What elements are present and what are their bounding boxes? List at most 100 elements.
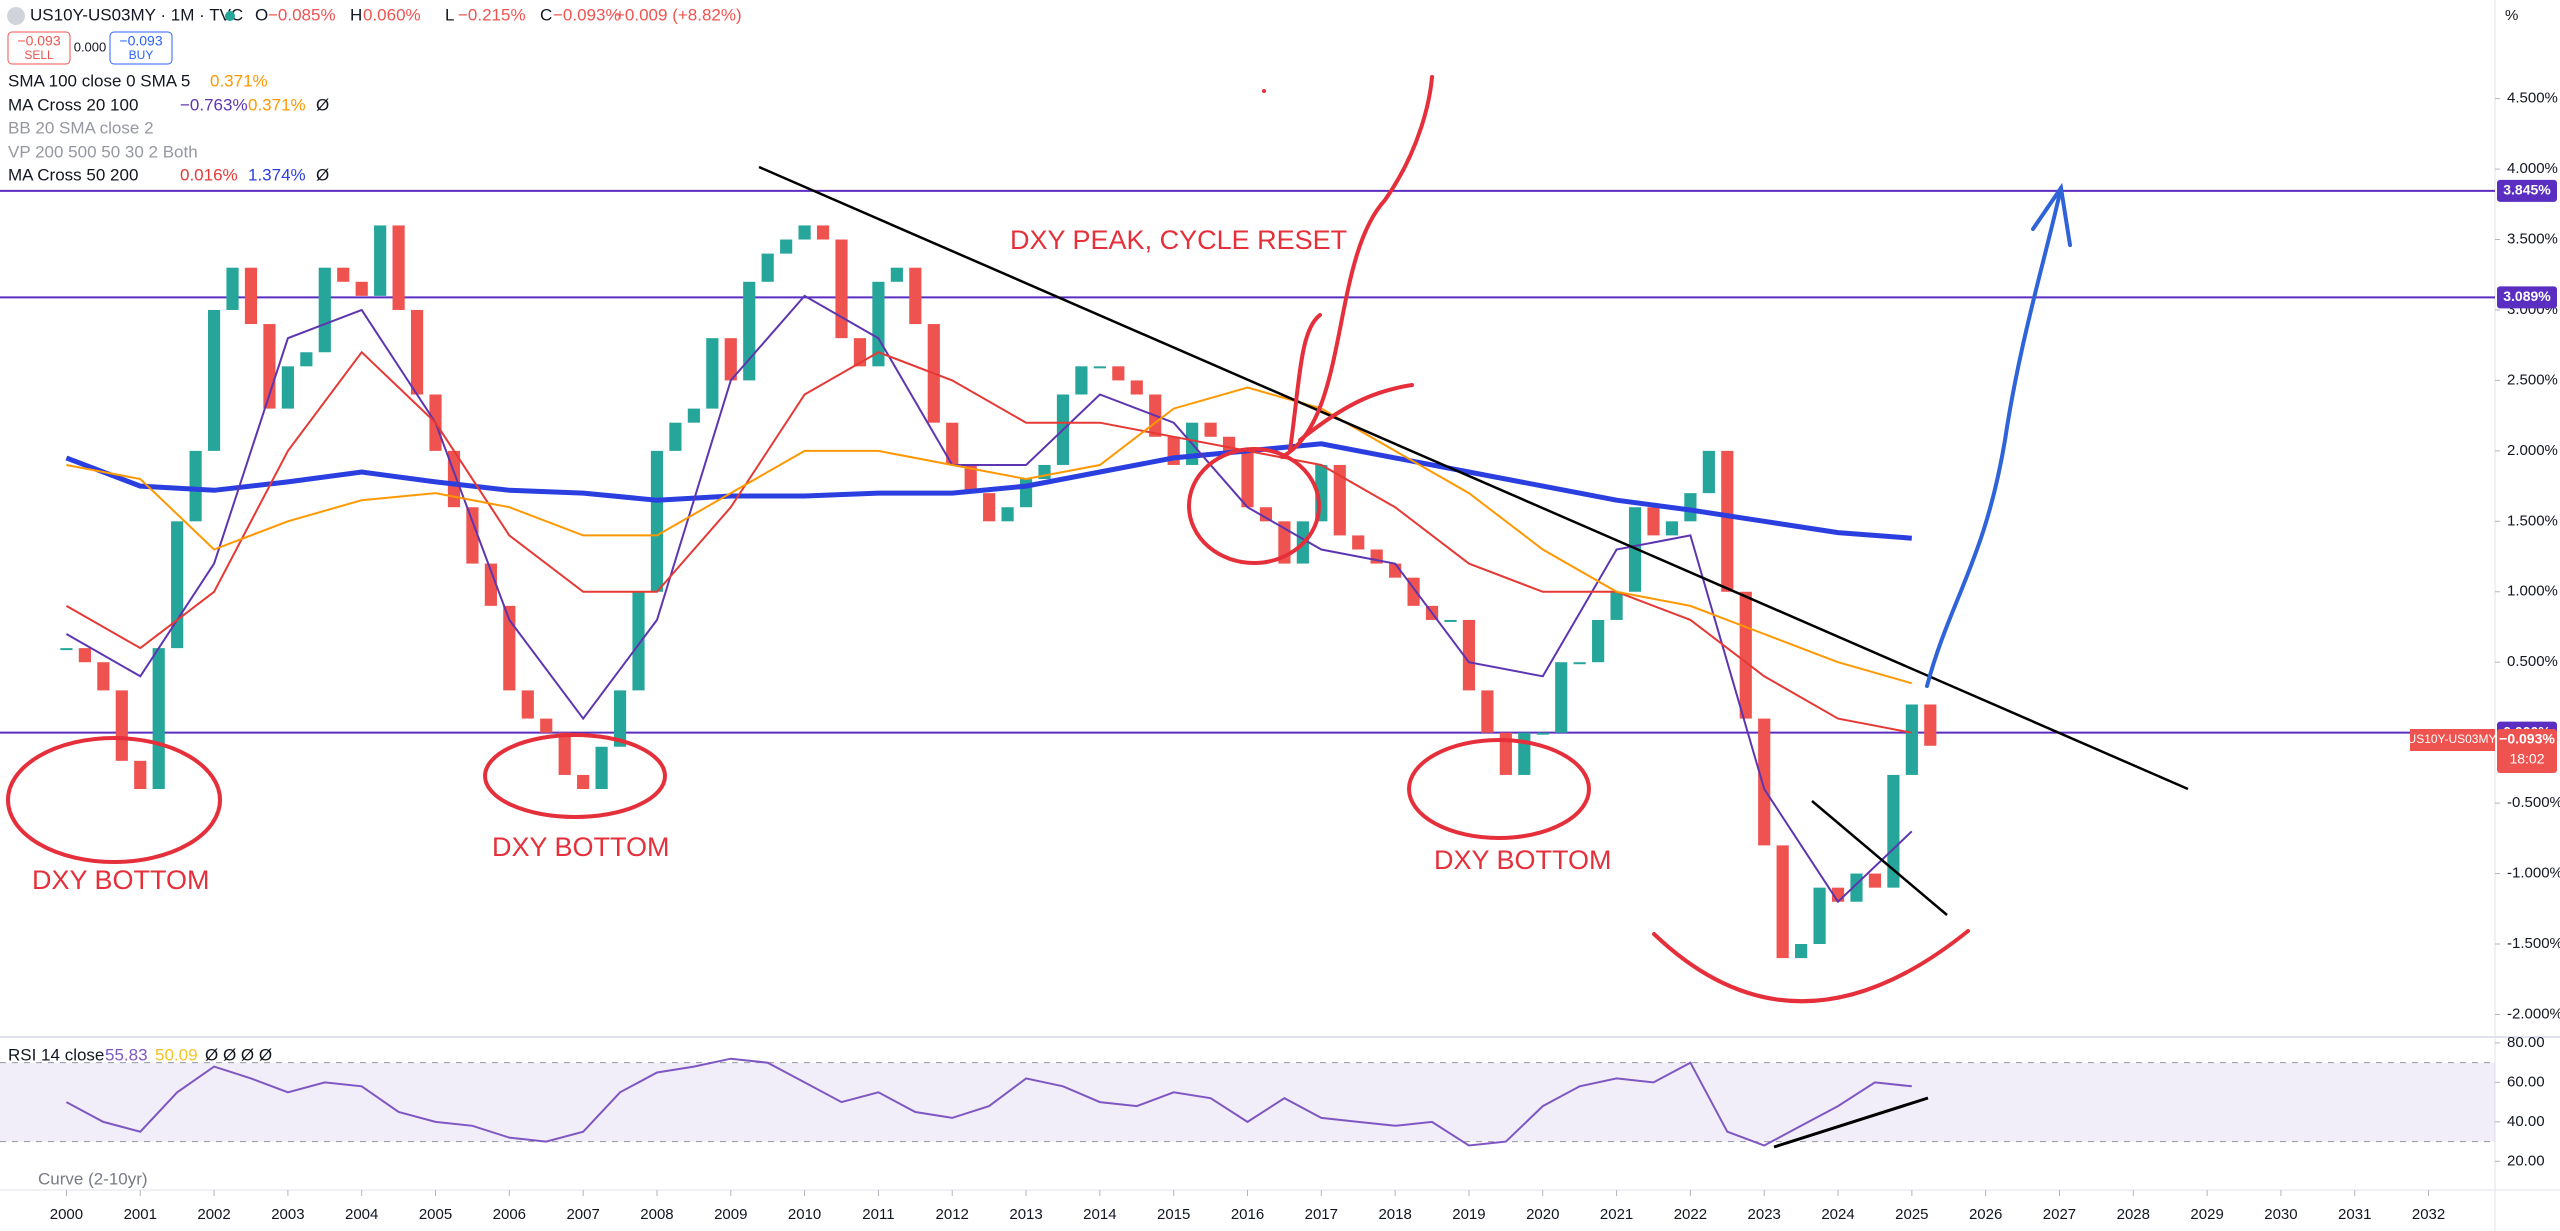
- buy-price: −0.093: [119, 33, 162, 49]
- ohlc-value: −0.215%: [458, 5, 526, 24]
- candle: [853, 338, 867, 367]
- ohlc-value: −0.085%: [268, 5, 336, 24]
- y-tick-label: 60.00: [2507, 1073, 2545, 1090]
- y-tick-label: -2.000%: [2507, 1005, 2560, 1022]
- x-tick-label: 2010: [788, 1206, 821, 1223]
- candle: [152, 648, 165, 790]
- candle: [1776, 845, 1789, 959]
- x-tick-label: 2005: [419, 1206, 452, 1223]
- candle: [1462, 619, 1476, 691]
- candle: [1352, 535, 1365, 550]
- price-tag: [2497, 286, 2557, 309]
- candle: [1481, 690, 1494, 733]
- unit: %: [2505, 7, 2518, 24]
- y-tick-label: -1.000%: [2507, 865, 2560, 882]
- y-tick-label: 1.500%: [2507, 512, 2558, 529]
- symbol-icon: [7, 7, 25, 25]
- candle: [355, 281, 368, 296]
- drawings: [6, 75, 2189, 1149]
- candle: [1573, 662, 1586, 665]
- price-tag-label: 3.845%: [2503, 182, 2551, 198]
- x-tick-label: 2000: [50, 1206, 83, 1223]
- candle: [1795, 944, 1808, 959]
- x-tick-label: 2002: [197, 1206, 230, 1223]
- candle: [207, 309, 221, 451]
- sell-label: SELL: [24, 48, 54, 62]
- candle: [558, 732, 571, 775]
- y-tick-label: 3.500%: [2507, 230, 2558, 247]
- indicator-name: BB 20 SMA close 2: [8, 118, 154, 137]
- sell-price: −0.093: [17, 33, 60, 49]
- x-tick-label: 2003: [271, 1206, 304, 1223]
- x-tick-label: 2009: [714, 1206, 747, 1223]
- x-tick-label: 2027: [2043, 1206, 2076, 1223]
- x-tick-label: 2015: [1157, 1206, 1190, 1223]
- x-tick-label: 2007: [566, 1206, 599, 1223]
- indicator-name: VP 200 500 50 30 2 Both: [8, 142, 198, 161]
- candle: [1665, 521, 1679, 536]
- candle: [60, 648, 73, 651]
- squiggle-drawing: [1298, 383, 1414, 442]
- annotation: DXY BOTTOM: [1434, 845, 1612, 875]
- candle: [1905, 704, 1918, 775]
- candle: [1536, 732, 1549, 735]
- candle: [724, 338, 737, 381]
- candle: [1112, 366, 1125, 381]
- candle: [1075, 366, 1088, 395]
- circle-drawing: [6, 736, 222, 864]
- candle: [1259, 507, 1273, 522]
- labels: 4.500%4.000%3.500%3.000%2.500%2.000%1.50…: [7, 5, 2560, 1223]
- price-tag: [2497, 179, 2557, 202]
- x-tick-label: 2016: [1231, 1206, 1264, 1223]
- indicator-value: 1.374%: [248, 165, 306, 184]
- sell-button: [7, 31, 71, 65]
- indicator-line: [66, 386, 1913, 685]
- y-tick-label: 20.00: [2507, 1152, 2545, 1169]
- last-tag-time: 18:02: [2509, 751, 2544, 767]
- candle: [1924, 704, 1937, 746]
- candle: [97, 662, 110, 691]
- candle: [632, 591, 645, 691]
- y-tick-label: -1.500%: [2507, 935, 2560, 952]
- indicator-value: Ø: [316, 95, 329, 114]
- candle: [503, 605, 516, 691]
- arrow-drawing: [1925, 186, 2063, 688]
- candle: [761, 253, 774, 282]
- y-tick-label: 1.000%: [2507, 583, 2558, 600]
- trend-line: [1811, 800, 1948, 916]
- y-tick-label: 0.500%: [2507, 653, 2558, 670]
- indicator-name: MA Cross 50 200: [8, 165, 138, 184]
- candle: [1684, 493, 1697, 522]
- circle-drawing: [483, 733, 667, 819]
- candle: [1130, 380, 1143, 395]
- indicator-value: Ø: [316, 165, 329, 184]
- candle: [226, 267, 239, 310]
- y-tick-label: -0.500%: [2507, 794, 2560, 811]
- indicator-value: 0.371%: [210, 71, 268, 90]
- candle: [1887, 774, 1900, 888]
- candle: [1001, 507, 1014, 522]
- candle: [171, 521, 184, 649]
- y-tick-label: 40.00: [2507, 1113, 2545, 1130]
- candle: [1555, 662, 1568, 733]
- candle: [1647, 507, 1660, 536]
- last-tag-name-bg: [2410, 729, 2495, 751]
- x-tick-label: 2008: [640, 1206, 673, 1223]
- x-tick-label: 2017: [1305, 1206, 1338, 1223]
- last-tag-bg: [2497, 729, 2557, 773]
- x-tick-label: 2031: [2338, 1206, 2371, 1223]
- indicator-line: [65, 350, 1912, 734]
- indicator-value: 0.016%: [180, 165, 238, 184]
- candle: [687, 408, 700, 423]
- arrow-head: [2031, 182, 2072, 247]
- y-tick-label: 4.500%: [2507, 90, 2558, 107]
- dot: [1262, 89, 1266, 93]
- ohlc-key: O: [255, 5, 268, 24]
- buy-label: BUY: [129, 48, 154, 62]
- last-tag-name: US10Y-US03MY: [2408, 732, 2497, 746]
- footer-indicator: Curve (2-10yr): [38, 1169, 148, 1188]
- change: +0.009 (+8.82%): [615, 5, 742, 24]
- y-tick-label: 2.500%: [2507, 371, 2558, 388]
